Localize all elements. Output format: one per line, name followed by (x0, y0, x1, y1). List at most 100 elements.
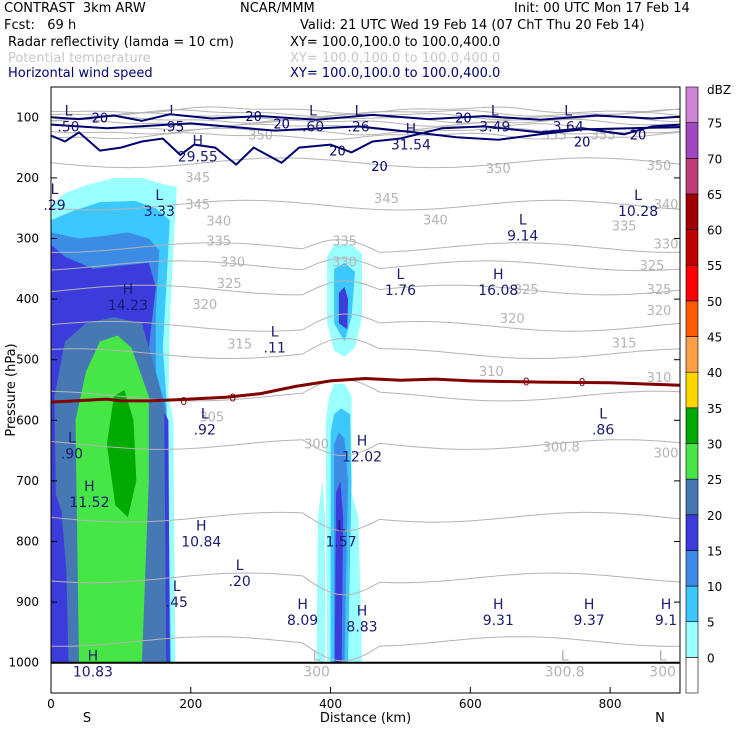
colorbar-level-label: 20 (707, 509, 722, 523)
colorbar-box (685, 621, 699, 658)
theta-label: 305 (199, 410, 224, 425)
colorbar-level-label: 65 (707, 188, 722, 202)
wind-label: 20 (574, 136, 591, 151)
extremum-value: .92 (194, 422, 216, 438)
x-tick-label: 600 (459, 697, 482, 711)
colorbar-box (685, 657, 699, 694)
extremum-value: 11.52 (69, 495, 109, 511)
extremum-value: 12.02 (342, 450, 382, 466)
colorbar-unit: dBZ (707, 83, 731, 97)
colorbar-box (685, 514, 699, 551)
theta-line (51, 239, 680, 253)
theta-line (50, 313, 681, 332)
extremum-marker: L (169, 103, 177, 119)
colorbar-level-label: 55 (707, 259, 722, 273)
extremum-value: 300 (649, 665, 676, 681)
field-xy-wind: XY= 100.0,100.0 to 100.0,400.0 (290, 66, 501, 81)
colorbar-box (685, 478, 699, 516)
extremum-marker: L (355, 103, 363, 119)
extremum-marker: L (491, 103, 499, 119)
theta-label: 300 (654, 447, 679, 462)
extremum-marker: H (661, 597, 672, 613)
refl-35dbz-west (106, 390, 137, 518)
theta-line (50, 572, 681, 596)
colorbar-level-label: 35 (707, 402, 722, 416)
extremum-value: 3.49 (479, 119, 510, 135)
theta-label: 340 (423, 213, 448, 228)
freezing-level-label: 0 (229, 391, 236, 404)
y-tick-label: 800 (16, 535, 39, 549)
extremum-marker: L (519, 212, 527, 228)
colorbar-box (685, 336, 699, 373)
extremum-value: 10.83 (73, 665, 113, 681)
extremum-value: .45 (166, 595, 188, 611)
y-tick-label: 500 (16, 353, 39, 367)
y-tick-label: 100 (16, 110, 39, 124)
theta-label: 300.8 (543, 441, 580, 456)
theta-line-upper (50, 109, 680, 118)
wind-label: 20 (273, 117, 290, 132)
extremum-marker: L (337, 518, 345, 534)
wind-label: 20 (455, 111, 472, 126)
colorbar-level-label: 0 (707, 651, 715, 665)
reflectivity-fill (51, 177, 362, 663)
extremum-value: 1.76 (385, 283, 416, 299)
theta-line-upper (50, 132, 681, 141)
wind-20-contour (50, 123, 681, 166)
theta-label: 315 (612, 336, 637, 351)
theta-label: 320 (500, 312, 525, 327)
extremum-value: 29.55 (178, 150, 218, 166)
theta-label: 325 (640, 259, 665, 274)
extremum-value: 300 (303, 665, 330, 681)
extremum-value: .11 (264, 340, 286, 356)
x-tick-label: 800 (599, 697, 622, 711)
extremum-marker: H (493, 267, 504, 283)
colorbar-level-label: 60 (707, 224, 722, 238)
wind-label: 20 (371, 160, 388, 175)
refl-5dbz-east-thin (316, 480, 325, 663)
wind-label: 20 (245, 110, 262, 125)
extremum-marker: L (564, 103, 572, 119)
extremum-marker: L (599, 406, 607, 422)
colorbar-level-label: 40 (707, 366, 722, 380)
extremum-value: .86 (592, 422, 614, 438)
extremum-value: 10.28 (618, 204, 658, 220)
y-tick-label: 900 (16, 595, 39, 609)
extremum-value: 300.8 (545, 665, 585, 681)
extremum-marker: L (65, 103, 73, 119)
y-tick-label: 1000 (8, 656, 39, 670)
y-tick-label: 700 (16, 474, 39, 488)
extremum-marker: H (84, 479, 95, 495)
extremum-marker: L (68, 431, 76, 447)
wind-label: 20 (630, 128, 647, 143)
colorbar-box (685, 443, 699, 480)
extremum-value: .60 (302, 119, 324, 135)
theta-label: 330 (332, 256, 357, 271)
colorbar-box (685, 264, 699, 302)
extremum-value: 3.33 (144, 204, 175, 220)
theta-line (50, 257, 681, 272)
freezing-level-label: 0 (523, 376, 530, 389)
freezing-level: 0 0 0 0 (50, 376, 681, 408)
theta-label: 335 (612, 219, 637, 234)
extremum-value: .20 (229, 574, 251, 590)
colorbar-level-label: 25 (707, 473, 722, 487)
extremum-value: .90 (61, 447, 83, 463)
field-xy-theta: XY= 100.0,100.0 to 100.0,400.0 (290, 51, 501, 66)
colorbar-level-label: 5 (707, 616, 715, 630)
extremum-marker: H (584, 597, 595, 613)
extremum-marker: L (313, 649, 321, 665)
colorbar-box (685, 585, 699, 623)
extremum-marker: H (493, 597, 504, 613)
extremum-value: 9.14 (507, 228, 538, 244)
theta-line (50, 337, 681, 359)
y-axis-label: Pressure (hPa) (4, 343, 19, 436)
forecast-hour: Fcst: 69 h (4, 18, 77, 33)
theta-line-upper (50, 106, 681, 115)
wind-20-contour (50, 113, 681, 122)
theta-line (50, 199, 681, 211)
colorbar-level-label: 70 (707, 152, 722, 166)
extremum-marker: L (173, 579, 181, 595)
extremum-marker: H (88, 649, 99, 665)
